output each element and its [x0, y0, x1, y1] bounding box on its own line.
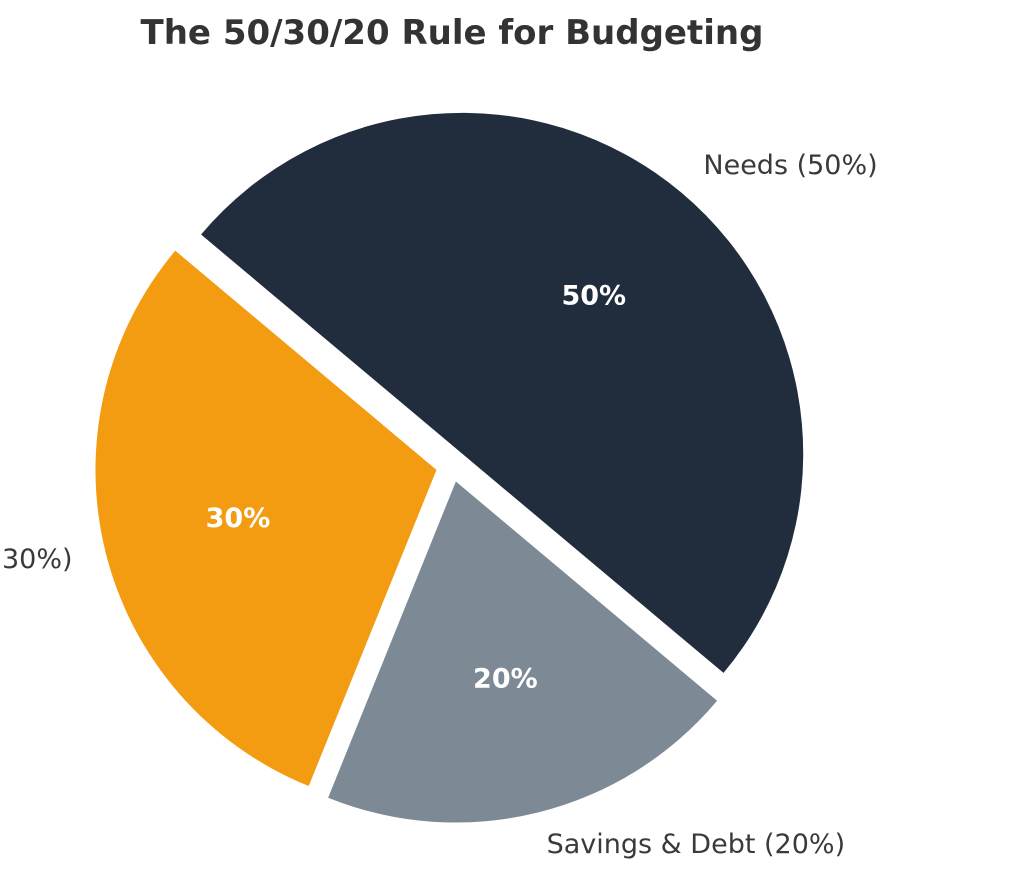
pie-slice-savings-debt-20 — [328, 481, 718, 823]
pie-labels: 50% Needs (50%) 30% Wants (30%) 20% Savings &… — [0, 150, 878, 860]
pie-slice-wants-30 — [95, 250, 437, 787]
slice-percent-label: 20% — [473, 664, 538, 695]
slice-percent-label: 30% — [206, 503, 271, 534]
pie-slices — [95, 112, 804, 823]
pie-slice-needs-50 — [201, 112, 804, 673]
slice-percent-label: 50% — [561, 281, 626, 312]
slice-category-label: Wants (30%) — [0, 544, 73, 575]
slice-category-label: Savings & Debt (20%) — [547, 829, 846, 860]
slice-category-label: Needs (50%) — [703, 150, 877, 181]
chart-title: The 50/30/20 Rule for Budgeting — [141, 13, 764, 53]
